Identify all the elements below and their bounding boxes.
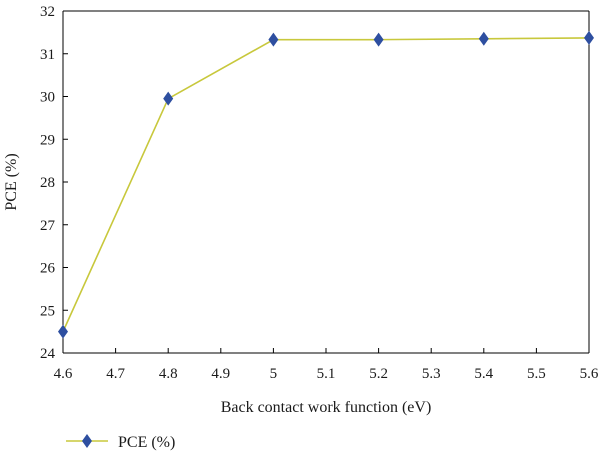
y-tick-label: 31: [40, 47, 55, 63]
x-tick-label: 5: [270, 366, 278, 382]
data-point-marker: [163, 91, 174, 106]
plot-area: 4.6 4.7 4.8 4.9 5 5.1 5.2 5.3 5.4 5.5 5.6 24 25 26 27…: [40, 4, 599, 382]
legend-diamond-marker: [82, 434, 92, 448]
x-tick-label: 5.2: [369, 366, 388, 382]
y-tick-label: 32: [40, 4, 55, 20]
y-tick-label: 29: [40, 132, 55, 148]
data-point-marker: [373, 32, 384, 47]
x-tick-label: 4.6: [54, 366, 73, 382]
data-point-marker: [584, 30, 594, 45]
x-tick-label: 4.7: [106, 366, 125, 382]
y-ticks: 24 25 26 27 28 29 30 31 32: [40, 4, 68, 362]
x-axis-title: Back contact work function (eV): [221, 399, 432, 416]
x-tick-label: 5.3: [422, 366, 441, 382]
data-point-marker: [268, 32, 279, 47]
x-tick-label: 5.6: [580, 366, 599, 382]
legend-label: PCE (%): [118, 434, 175, 451]
series-line: [62, 37, 590, 332]
x-tick-label: 4.8: [159, 366, 178, 382]
data-point-marker: [478, 31, 489, 46]
y-tick-label: 24: [40, 346, 56, 362]
series-layer: [58, 30, 594, 339]
y-axis-title: PCE (%): [3, 153, 20, 210]
y-tick-label: 28: [40, 175, 55, 191]
x-tick-label: 4.9: [211, 366, 230, 382]
x-tick-label: 5.5: [527, 366, 546, 382]
legend: PCE (%): [66, 434, 175, 451]
y-tick-label: 27: [40, 218, 56, 234]
x-tick-label: 5.1: [317, 366, 336, 382]
y-tick-label: 25: [40, 303, 55, 319]
x-tick-label: 5.4: [474, 366, 493, 382]
y-tick-label: 30: [40, 90, 55, 106]
data-point-marker: [58, 324, 68, 339]
y-tick-label: 26: [40, 261, 56, 277]
x-ticks: 4.6 4.7 4.8 4.9 5 5.1 5.2 5.3 5.4 5.5 5.6: [54, 348, 599, 382]
